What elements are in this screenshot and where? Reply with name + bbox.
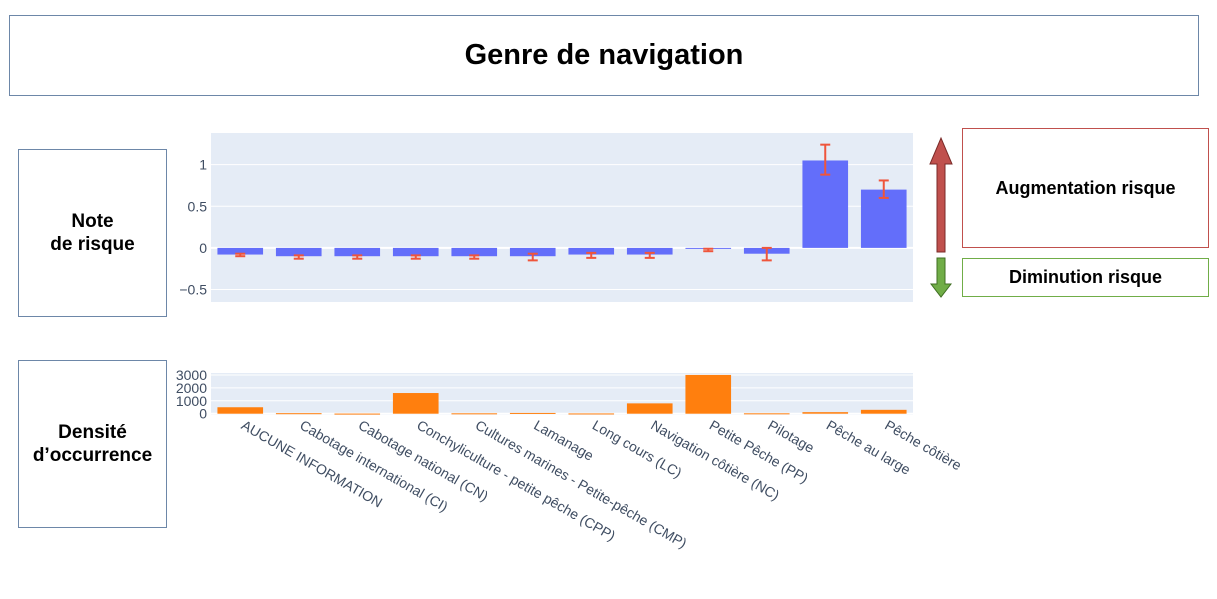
risk-bars <box>217 160 907 257</box>
risk-bar <box>860 189 907 248</box>
error-bar <box>820 143 831 176</box>
error-bar <box>703 247 714 253</box>
risk-gridlines <box>211 164 913 291</box>
density-bar <box>626 403 673 414</box>
risk-bar <box>451 247 498 257</box>
error-bar <box>761 246 772 262</box>
error-bar <box>586 251 597 259</box>
error-bar <box>878 179 889 199</box>
y-tick-label: 0 <box>199 240 207 256</box>
density-bar <box>334 413 381 415</box>
density-bar <box>275 413 322 415</box>
y-tick-label: 0 <box>199 406 207 422</box>
error-bar <box>293 254 304 260</box>
density-bar <box>217 407 264 414</box>
up-arrow-icon <box>929 136 953 253</box>
density-bar <box>392 393 439 414</box>
error-bar <box>469 254 480 260</box>
density-bar <box>509 412 556 414</box>
error-bar <box>410 254 421 260</box>
chart-title: Genre de navigation <box>9 15 1199 96</box>
risk-arrows <box>929 136 953 298</box>
y-tick-label: 3000 <box>176 367 207 383</box>
risk-bar <box>217 247 264 255</box>
risk-error-bars <box>235 143 889 262</box>
error-bar <box>644 251 655 259</box>
risk-bar <box>509 247 556 257</box>
density-bar <box>685 374 732 414</box>
y-tick-label: 1000 <box>176 393 207 409</box>
risk-score-label: Note de risque <box>18 149 167 317</box>
x-tick-label: Cultures marines - Petite-pêche (CMP) <box>473 417 690 551</box>
density-bars <box>217 374 907 415</box>
error-bar <box>527 252 538 262</box>
y-tick-label: 2000 <box>176 380 207 396</box>
risk-plot-background <box>211 133 913 302</box>
decrease-risk-label: Diminution risque <box>962 258 1209 297</box>
risk-y-ticks: 1 0.5 0 −0.5 <box>179 157 207 298</box>
density-bar <box>568 413 615 415</box>
down-arrow-icon <box>929 257 953 298</box>
risk-bar <box>392 247 439 257</box>
density-bar <box>743 413 790 415</box>
increase-risk-label: Augmentation risque <box>962 128 1209 248</box>
y-tick-label: 1 <box>199 157 207 173</box>
y-tick-label: −0.5 <box>179 282 207 298</box>
risk-bar <box>568 247 615 255</box>
density-gridlines <box>211 374 913 415</box>
density-bar <box>802 412 849 414</box>
y-tick-label: 0.5 <box>188 198 208 214</box>
risk-bar <box>275 247 322 257</box>
error-bar <box>352 254 363 260</box>
density-label: Densité d’occurrence <box>18 360 167 528</box>
error-bar <box>235 252 246 258</box>
density-plot-background <box>211 373 913 415</box>
density-bar <box>860 409 907 414</box>
risk-bar <box>334 247 381 257</box>
density-bar <box>451 413 498 415</box>
risk-bar <box>626 247 673 255</box>
